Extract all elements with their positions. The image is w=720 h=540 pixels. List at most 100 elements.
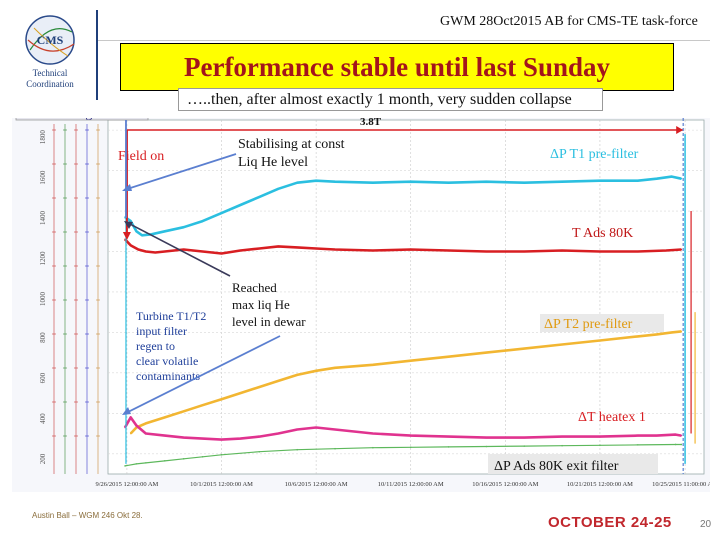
turbine-label-1: Turbine T1/T2 xyxy=(136,309,206,323)
data-point xyxy=(372,363,374,366)
data-point xyxy=(258,450,261,453)
turbine-label-2: input filter xyxy=(136,324,187,338)
header-text: GWM 28Oct2015 AB for CMS-TE task-force xyxy=(440,14,698,29)
data-point xyxy=(296,448,299,451)
slide-subtitle: …..then, after almost exactly 1 month, v… xyxy=(178,88,603,111)
data-point xyxy=(599,444,601,447)
data-point xyxy=(129,220,132,222)
data-point xyxy=(277,380,280,382)
data-point xyxy=(671,331,673,334)
data-point xyxy=(135,424,138,427)
footer-author: Austin Ball – WGM 246 Okt 28. xyxy=(32,511,143,520)
label-t-ads: T Ads 80K xyxy=(572,226,633,241)
data-point xyxy=(239,249,242,252)
data-point xyxy=(655,434,658,437)
data-point xyxy=(447,355,450,358)
x-tick-label: 10/21/2015 12:00:00 AM xyxy=(567,481,633,488)
field-level-label: 3.8T xyxy=(360,118,382,128)
data-point xyxy=(201,404,204,407)
data-point xyxy=(334,180,336,183)
data-point xyxy=(409,359,412,362)
data-point xyxy=(220,252,223,255)
data-point xyxy=(599,339,601,342)
turbine-label-4: clear volatile xyxy=(136,354,198,368)
data-point xyxy=(334,367,336,369)
data-point xyxy=(296,428,299,431)
data-point xyxy=(447,181,450,184)
data-point xyxy=(409,434,412,437)
x-tick-label: 10/16/2015 12:00:00 AM xyxy=(472,481,538,488)
data-point xyxy=(523,181,526,184)
data-point xyxy=(141,234,143,237)
data-point xyxy=(636,179,639,182)
data-point xyxy=(485,436,488,439)
data-point xyxy=(561,444,563,447)
data-point xyxy=(239,392,242,394)
turbine-label-5: contaminants xyxy=(136,369,200,383)
data-point xyxy=(674,433,677,436)
data-point xyxy=(372,181,374,184)
data-point xyxy=(599,250,601,253)
data-point xyxy=(636,335,639,338)
x-tick-label: 10/11/2015 12:00:00 AM xyxy=(378,481,444,488)
data-point xyxy=(485,180,488,183)
data-point xyxy=(201,250,204,253)
dp-t2-box xyxy=(540,314,664,332)
y-tick-label: 800 xyxy=(39,332,47,343)
data-point xyxy=(655,333,658,336)
data-point xyxy=(182,248,185,251)
field-arrow-head xyxy=(676,126,684,134)
data-point xyxy=(315,370,317,372)
data-point xyxy=(163,250,166,253)
y-tick-label: 400 xyxy=(39,413,47,424)
cms-logo: CMS Technical Coordination xyxy=(0,10,100,95)
logo-line1: Technical xyxy=(33,68,68,78)
stabilising-arrow xyxy=(123,153,237,191)
data-point xyxy=(409,248,412,251)
data-point xyxy=(258,435,261,438)
trend-chart: 1800 1600 1400 1200 1000 800 600 400 200 9/26/20… xyxy=(12,87,718,492)
data-point xyxy=(145,422,147,425)
data-point xyxy=(655,177,658,180)
data-point xyxy=(239,437,242,440)
series-line-0 xyxy=(124,175,682,237)
x-tick-label: 10/25/2015 11:00:00 AM xyxy=(652,481,710,488)
y-tick-label: 1400 xyxy=(39,211,47,226)
data-point xyxy=(182,410,185,413)
data-point xyxy=(163,230,166,233)
data-point xyxy=(163,434,166,437)
data-point xyxy=(315,179,317,182)
chart-panel: 1800 1600 1400 1200 1000 800 600 400 200 9/26/20… xyxy=(12,87,718,492)
data-point xyxy=(680,177,683,180)
data-point xyxy=(636,250,639,253)
reached-label-1: Reached xyxy=(232,280,277,295)
data-point xyxy=(372,249,374,252)
data-point xyxy=(561,343,563,346)
data-point xyxy=(523,436,526,439)
data-point xyxy=(201,456,204,458)
data-point xyxy=(277,245,280,248)
field-on-head xyxy=(122,232,131,240)
y-tick-label: 1600 xyxy=(39,170,47,185)
data-point xyxy=(220,438,223,441)
x-tick-label: 10/6/2015 12:00:00 AM xyxy=(285,481,348,488)
data-point xyxy=(258,386,261,388)
data-point xyxy=(201,220,204,222)
x-tick-label: 9/26/2015 12:00:00 AM xyxy=(95,481,158,488)
data-point xyxy=(599,179,601,182)
stabilising-label-1: Stabilising at const xyxy=(238,137,345,152)
data-point xyxy=(220,453,223,456)
data-point xyxy=(163,416,166,419)
data-point xyxy=(296,181,299,184)
data-point xyxy=(485,351,488,354)
dp-ads-box xyxy=(488,454,658,474)
data-point xyxy=(636,434,639,437)
data-point xyxy=(239,204,242,206)
cms-logo-graphic: CMS Technical Coordination xyxy=(25,15,75,89)
data-point xyxy=(163,460,166,462)
data-point xyxy=(135,230,138,233)
data-point xyxy=(447,435,450,438)
turbine-arrow xyxy=(123,335,281,415)
turbine-arrow-head xyxy=(122,407,131,415)
data-point xyxy=(523,445,526,447)
